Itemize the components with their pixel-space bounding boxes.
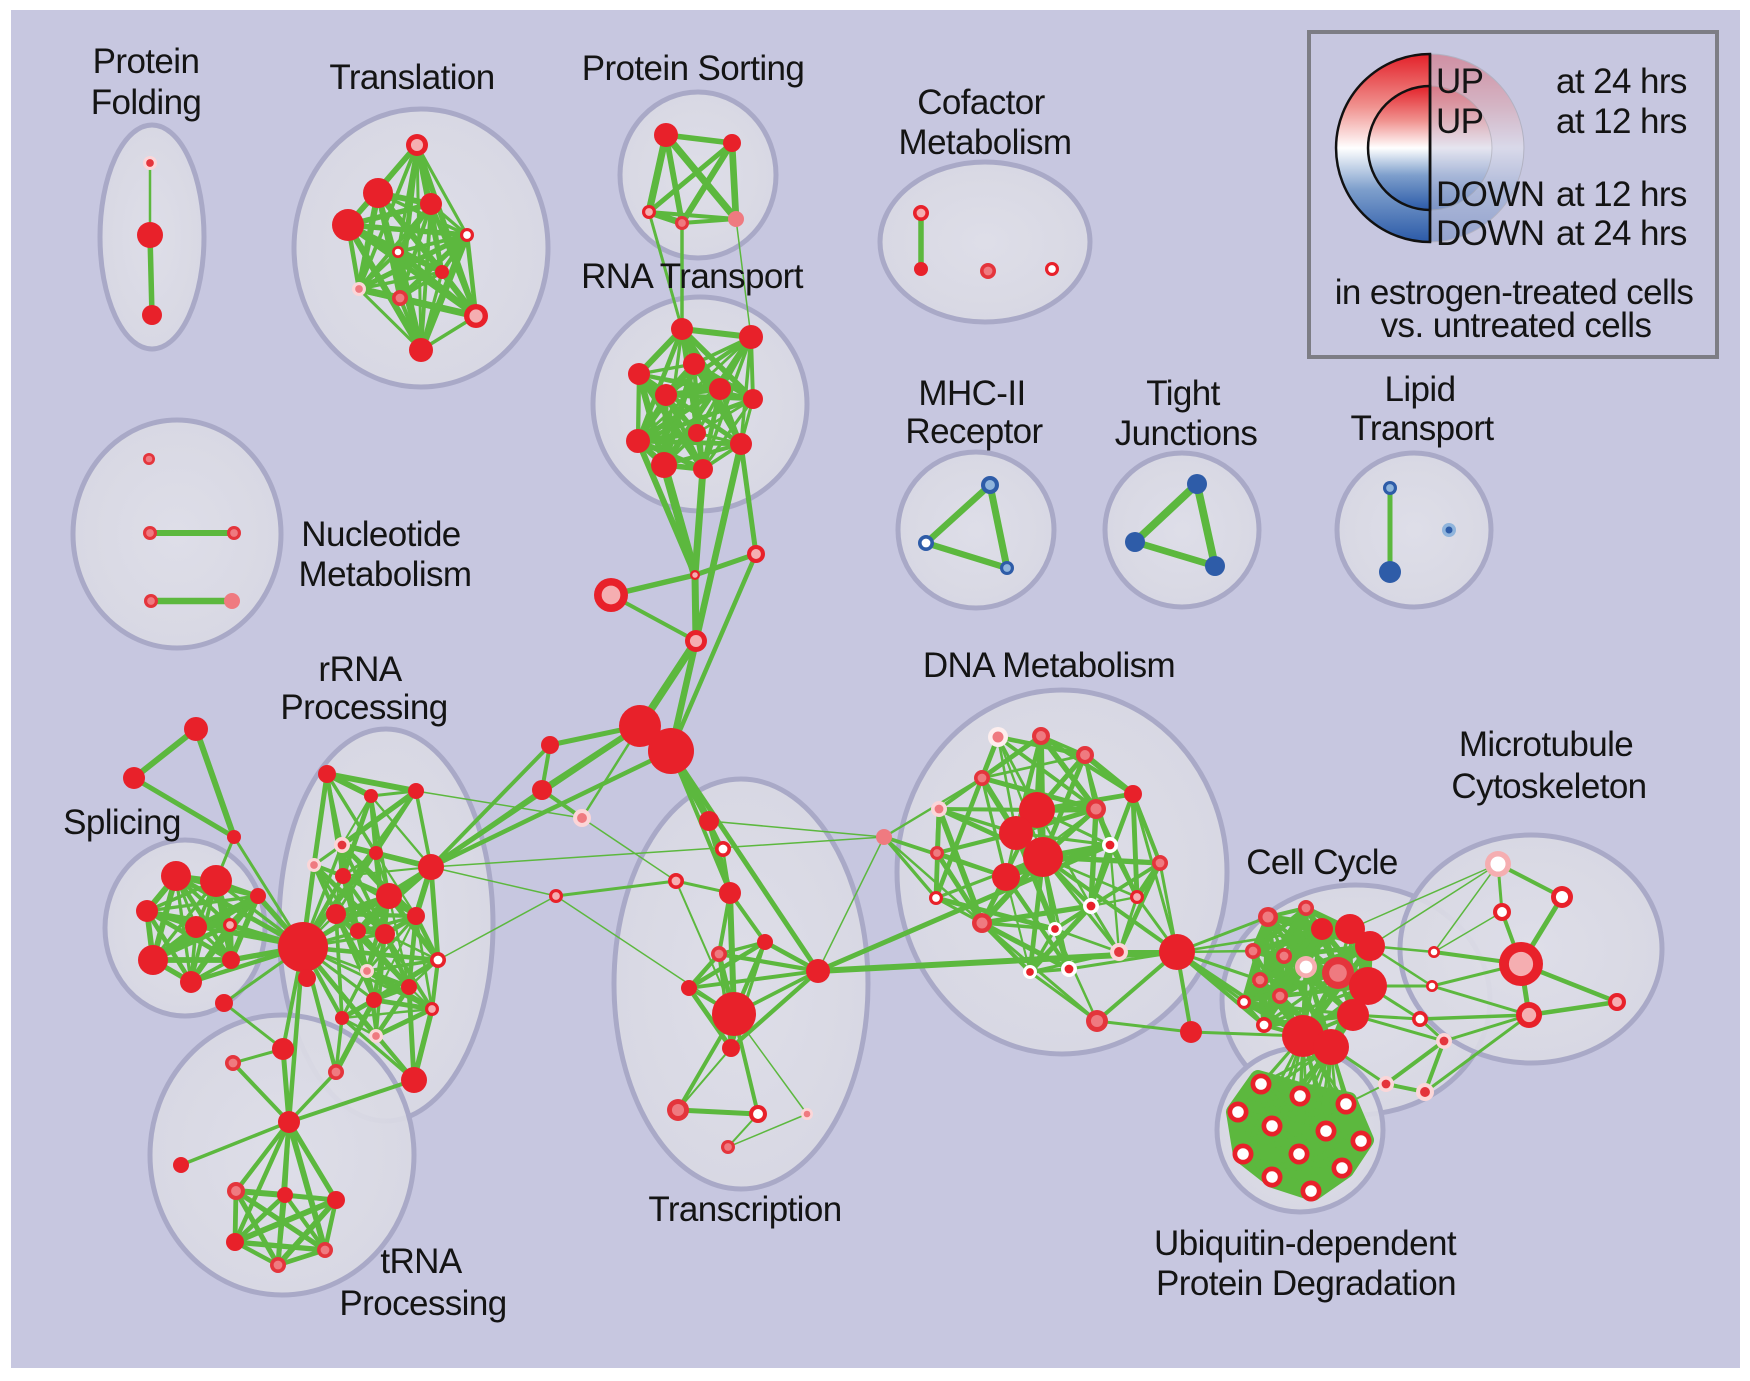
svg-text:at 12 hrs: at 12 hrs (1556, 175, 1687, 214)
svg-text:Protein: Protein (93, 42, 200, 81)
svg-text:Transcription: Transcription (648, 1190, 841, 1229)
svg-text:Ubiquitin-dependent: Ubiquitin-dependent (1154, 1224, 1457, 1263)
svg-text:DNA Metabolism: DNA Metabolism (923, 646, 1175, 685)
svg-text:Protein Sorting: Protein Sorting (582, 49, 805, 88)
svg-text:Translation: Translation (329, 58, 494, 97)
svg-text:Receptor: Receptor (905, 412, 1043, 451)
svg-text:MHC-II: MHC-II (918, 374, 1025, 413)
svg-text:Folding: Folding (91, 83, 202, 122)
svg-text:Cell Cycle: Cell Cycle (1246, 843, 1398, 882)
svg-text:Microtubule: Microtubule (1459, 725, 1633, 764)
svg-text:Tight: Tight (1146, 374, 1220, 413)
svg-text:Junctions: Junctions (1115, 414, 1258, 453)
svg-text:at 24 hrs: at 24 hrs (1556, 62, 1687, 101)
svg-text:DOWN: DOWN (1436, 175, 1544, 214)
svg-text:Transport: Transport (1350, 409, 1494, 448)
svg-text:Processing: Processing (280, 688, 447, 727)
svg-text:Lipid: Lipid (1385, 370, 1456, 409)
svg-text:Cofactor: Cofactor (917, 83, 1045, 122)
svg-text:RNA Transport: RNA Transport (581, 257, 804, 296)
svg-text:Metabolism: Metabolism (899, 123, 1072, 162)
svg-text:Protein Degradation: Protein Degradation (1156, 1264, 1456, 1303)
svg-text:UP: UP (1436, 62, 1483, 101)
svg-text:Cytoskeleton: Cytoskeleton (1451, 767, 1646, 806)
svg-text:at 24 hrs: at 24 hrs (1556, 214, 1687, 253)
svg-text:tRNA: tRNA (380, 1242, 462, 1281)
svg-text:Metabolism: Metabolism (299, 555, 472, 594)
svg-text:at 12 hrs: at 12 hrs (1556, 102, 1687, 141)
svg-text:rRNA: rRNA (318, 650, 402, 689)
svg-text:Processing: Processing (339, 1284, 506, 1323)
svg-text:DOWN: DOWN (1436, 214, 1544, 253)
svg-text:Splicing: Splicing (63, 803, 181, 842)
svg-text:in estrogen-treated cells: in estrogen-treated cells (1335, 273, 1694, 312)
svg-text:vs. untreated cells: vs. untreated cells (1381, 306, 1652, 345)
svg-text:Nucleotide: Nucleotide (301, 515, 460, 554)
svg-text:UP: UP (1436, 102, 1483, 141)
